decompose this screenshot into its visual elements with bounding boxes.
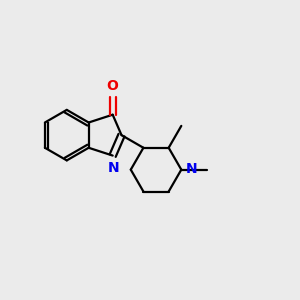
Text: N: N — [185, 162, 197, 176]
Text: O: O — [107, 79, 118, 93]
Text: N: N — [108, 161, 119, 175]
